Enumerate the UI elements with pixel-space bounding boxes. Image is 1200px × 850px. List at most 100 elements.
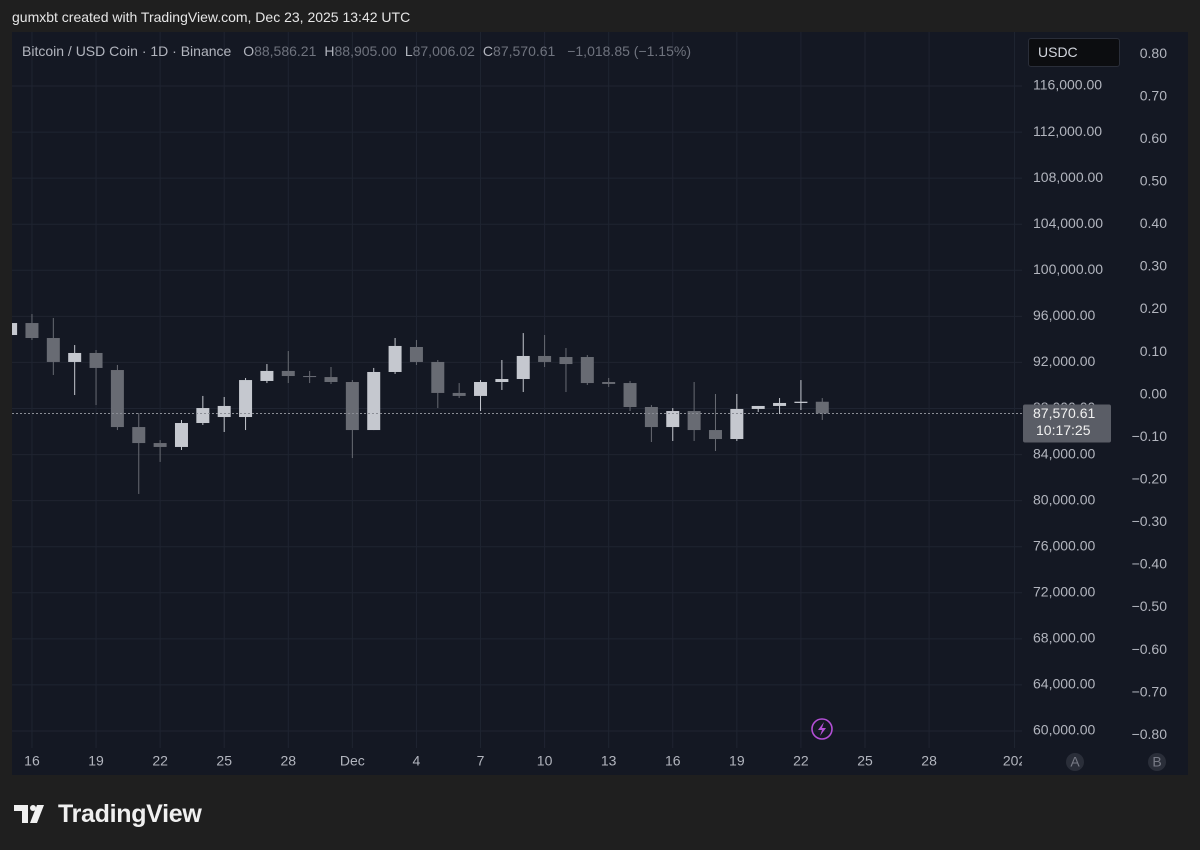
- y2-tick-label: −0.50: [1132, 598, 1168, 614]
- y-tick-label: 100,000.00: [1033, 261, 1103, 277]
- candle-body: [751, 405, 765, 409]
- candle-body: [196, 408, 210, 424]
- candle-body: [46, 338, 60, 362]
- last-price-label: 87,570.61: [1033, 405, 1095, 421]
- y-tick-label: 68,000.00: [1033, 630, 1095, 646]
- y2-tick-label: 0.40: [1140, 215, 1167, 231]
- y2-tick-label: 0.00: [1140, 385, 1167, 401]
- x-tick-label: 16: [24, 753, 40, 769]
- x-tick-label: 28: [280, 753, 296, 769]
- ohlc-value: 88,586.21: [254, 43, 317, 59]
- y2-tick-label: 0.80: [1140, 45, 1167, 61]
- ohlc-value: 87,006.02: [412, 43, 475, 59]
- scale-button-label: A: [1070, 754, 1080, 770]
- candle-body: [474, 382, 488, 396]
- y2-tick-label: 0.60: [1140, 130, 1167, 146]
- brand-name: TradingView: [58, 799, 202, 828]
- x-tick-label: 28: [921, 753, 937, 769]
- x-tick-label: 4: [413, 753, 421, 769]
- y-tick-label: 104,000.00: [1033, 215, 1103, 231]
- x-tick-label: 19: [88, 753, 104, 769]
- alert-icon: [811, 718, 833, 740]
- y-tick-label: 84,000.00: [1033, 445, 1095, 461]
- ohlc-key: O: [243, 43, 255, 59]
- axes: 60,000.00 64,000.00 68,000.00 72,000.00 76,0…: [24, 45, 1170, 771]
- candle-body: [12, 323, 18, 336]
- candle-body: [708, 430, 722, 440]
- candle-body: [559, 357, 573, 365]
- chart-panel: [12, 32, 1188, 775]
- candle-body: [388, 345, 402, 372]
- scale-button-label: B: [1152, 754, 1161, 770]
- x-tick-label: 25: [857, 753, 873, 769]
- candle-body: [153, 443, 167, 447]
- y2-tick-label: 0.30: [1140, 258, 1167, 274]
- candle-body: [773, 402, 787, 406]
- x-tick-label: 25: [216, 753, 232, 769]
- y-tick-label: 112,000.00: [1033, 123, 1102, 139]
- candle-body: [68, 352, 82, 362]
- y2-tick-label: 0.50: [1140, 173, 1167, 189]
- last-price-box: [1023, 404, 1111, 443]
- y-tick-label: 64,000.00: [1033, 676, 1095, 692]
- y-tick-label: 116,000.00: [1033, 77, 1102, 93]
- y-tick-label: 92,000.00: [1033, 353, 1095, 369]
- candle-body: [644, 407, 658, 428]
- y-tick-label: 108,000.00: [1033, 169, 1103, 185]
- y2-tick-label: −0.60: [1132, 641, 1168, 657]
- y2-tick-label: 0.10: [1140, 343, 1167, 359]
- scale-button-bg: [1066, 753, 1084, 771]
- candle-body: [687, 411, 701, 431]
- candle-body: [431, 361, 445, 393]
- y2-tick-label: −0.30: [1132, 513, 1168, 529]
- plot-area: [12, 32, 1022, 748]
- candle-body: [239, 380, 253, 418]
- legend: Bitcoin / USD Coin · 1D · Binance O88,58…: [22, 43, 691, 59]
- x-tick-label: 16: [665, 753, 681, 769]
- scale-button-bg: [1148, 753, 1166, 771]
- candle-body: [666, 411, 680, 428]
- y-tick-label: 80,000.00: [1033, 491, 1095, 507]
- ohlc-key: C: [482, 43, 494, 59]
- candle-body: [260, 370, 274, 381]
- x-tick-label: 19: [729, 753, 745, 769]
- candle-body: [580, 357, 594, 384]
- ohlc-value: 88,905.00: [334, 43, 397, 59]
- candle-body: [516, 355, 530, 380]
- change: −1,018.85 (−1.15%): [567, 43, 691, 59]
- candle-body: [495, 379, 509, 383]
- x-tick-label: 22: [152, 753, 168, 769]
- x-tick-label: 202: [1003, 753, 1027, 769]
- credit: gumxbt created with TradingView.com, Dec…: [12, 9, 411, 25]
- candle-body: [281, 370, 295, 377]
- scale-button[interactable]: A: [1066, 753, 1084, 771]
- candle-body: [602, 382, 616, 384]
- x-tick-label: 10: [537, 753, 553, 769]
- x-tick-label: 7: [477, 753, 485, 769]
- candle-body: [174, 423, 188, 447]
- y-tick-label: 96,000.00: [1033, 307, 1095, 323]
- y-tick-label: 72,000.00: [1033, 583, 1095, 599]
- y2-tick-label: 0.20: [1140, 300, 1167, 316]
- brand-icon: [14, 805, 44, 823]
- y2-tick-label: −0.40: [1132, 556, 1168, 572]
- candle-body: [110, 370, 124, 428]
- candle-body: [623, 383, 637, 408]
- currency-button[interactable]: USDC: [1028, 38, 1120, 67]
- y2-tick-label: −0.10: [1132, 428, 1168, 444]
- symbol-title: Bitcoin / USD Coin · 1D · Binance: [22, 43, 232, 59]
- ohlc-key: H: [324, 43, 335, 59]
- candle-body: [815, 401, 829, 414]
- scale-button[interactable]: B: [1148, 753, 1166, 771]
- y2-tick-label: 0.70: [1140, 87, 1167, 103]
- y2-tick-label: −0.20: [1132, 471, 1168, 487]
- candle-body: [217, 405, 231, 418]
- x-tick-label: 22: [793, 753, 809, 769]
- countdown-label: 10:17:25: [1036, 422, 1091, 438]
- ohlc-key: L: [404, 43, 413, 59]
- x-axis: 16 19 22 25 28 Dec 4 7 10 13 16 19 22 25 28 202: [24, 753, 1027, 769]
- candle-body: [324, 377, 338, 383]
- candle-body: [452, 392, 466, 396]
- y2-tick-label: −0.80: [1132, 726, 1168, 742]
